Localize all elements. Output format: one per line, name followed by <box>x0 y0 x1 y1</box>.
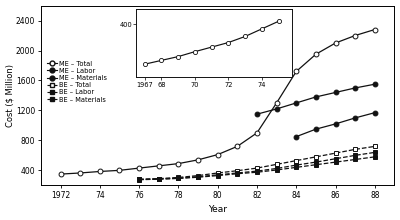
Y-axis label: Cost ($ Million): Cost ($ Million) <box>6 64 14 127</box>
X-axis label: Year: Year <box>208 205 227 214</box>
Legend: ME – Total, ME – Labor, ME – Materials, BE – Total, BE – Labor, BE – Materials: ME – Total, ME – Labor, ME – Materials, … <box>46 59 109 104</box>
